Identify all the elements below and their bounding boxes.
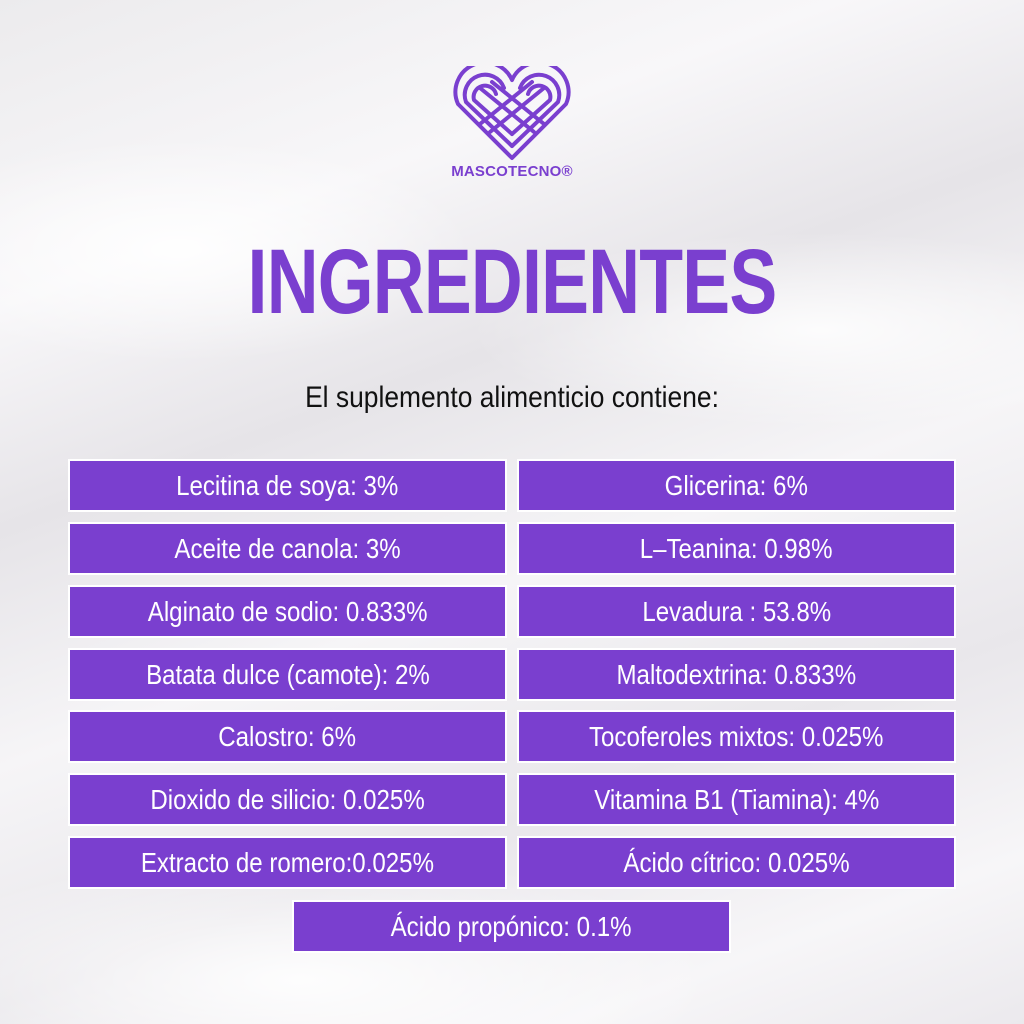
ingredient-label: Calostro: 6% (218, 720, 357, 752)
ingredient-item: Aceite de canola: 3% (68, 522, 507, 575)
heart-infinity-logo-icon (453, 66, 571, 160)
ingredient-item: Lecitina de soya: 3% (68, 459, 507, 512)
page-title: INGREDIENTES (247, 231, 778, 333)
ingredient-item: Ácido propónico: 0.1% (292, 900, 731, 953)
ingredient-label: Vitamina B1 (Tiamina): 4% (593, 783, 880, 815)
ingredient-label: Levadura : 53.8% (642, 595, 831, 627)
ingredient-item: Maltodextrina: 0.833% (517, 648, 956, 701)
ingredient-label: Batata dulce (camote): 2% (145, 658, 430, 690)
ingredient-label: Glicerina: 6% (664, 469, 809, 501)
ingredient-item: Batata dulce (camote): 2% (68, 648, 507, 701)
ingredient-item: Extracto de romero:0.025% (68, 836, 507, 889)
ingredient-label: Aceite de canola: 3% (174, 532, 401, 564)
ingredient-item: Levadura : 53.8% (517, 585, 956, 638)
ingredient-label: Ácido propónico: 0.1% (391, 910, 632, 942)
ingredient-label: Maltodextrina: 0.833% (616, 658, 857, 690)
ingredient-label: Dioxido de silicio: 0.025% (150, 783, 425, 815)
page-subtitle: El suplemento alimenticio contiene: (305, 381, 719, 414)
ingredient-item: Alginato de sodio: 0.833% (68, 585, 507, 638)
ingredient-item: Dioxido de silicio: 0.025% (68, 773, 507, 826)
ingredient-item: Glicerina: 6% (517, 459, 956, 512)
brand-name: MASCOTECNO® (451, 163, 573, 180)
ingredient-item: Tocoferoles mixtos: 0.025% (517, 710, 956, 763)
ingredient-label: Extracto de romero:0.025% (140, 846, 435, 878)
ingredient-label: Tocoferoles mixtos: 0.025% (589, 720, 884, 752)
brand-logo: MASCOTECNO® (432, 66, 592, 184)
ingredient-label: Ácido cítrico: 0.025% (623, 846, 850, 878)
ingredient-label: L–Teanina: 0.98% (640, 532, 833, 564)
ingredient-item: Ácido cítrico: 0.025% (517, 836, 956, 889)
ingredient-item: Vitamina B1 (Tiamina): 4% (517, 773, 956, 826)
ingredient-label: Lecitina de soya: 3% (176, 469, 399, 501)
ingredient-item: L–Teanina: 0.98% (517, 522, 956, 575)
ingredient-label: Alginato de sodio: 0.833% (147, 595, 428, 627)
ingredient-item: Calostro: 6% (68, 710, 507, 763)
